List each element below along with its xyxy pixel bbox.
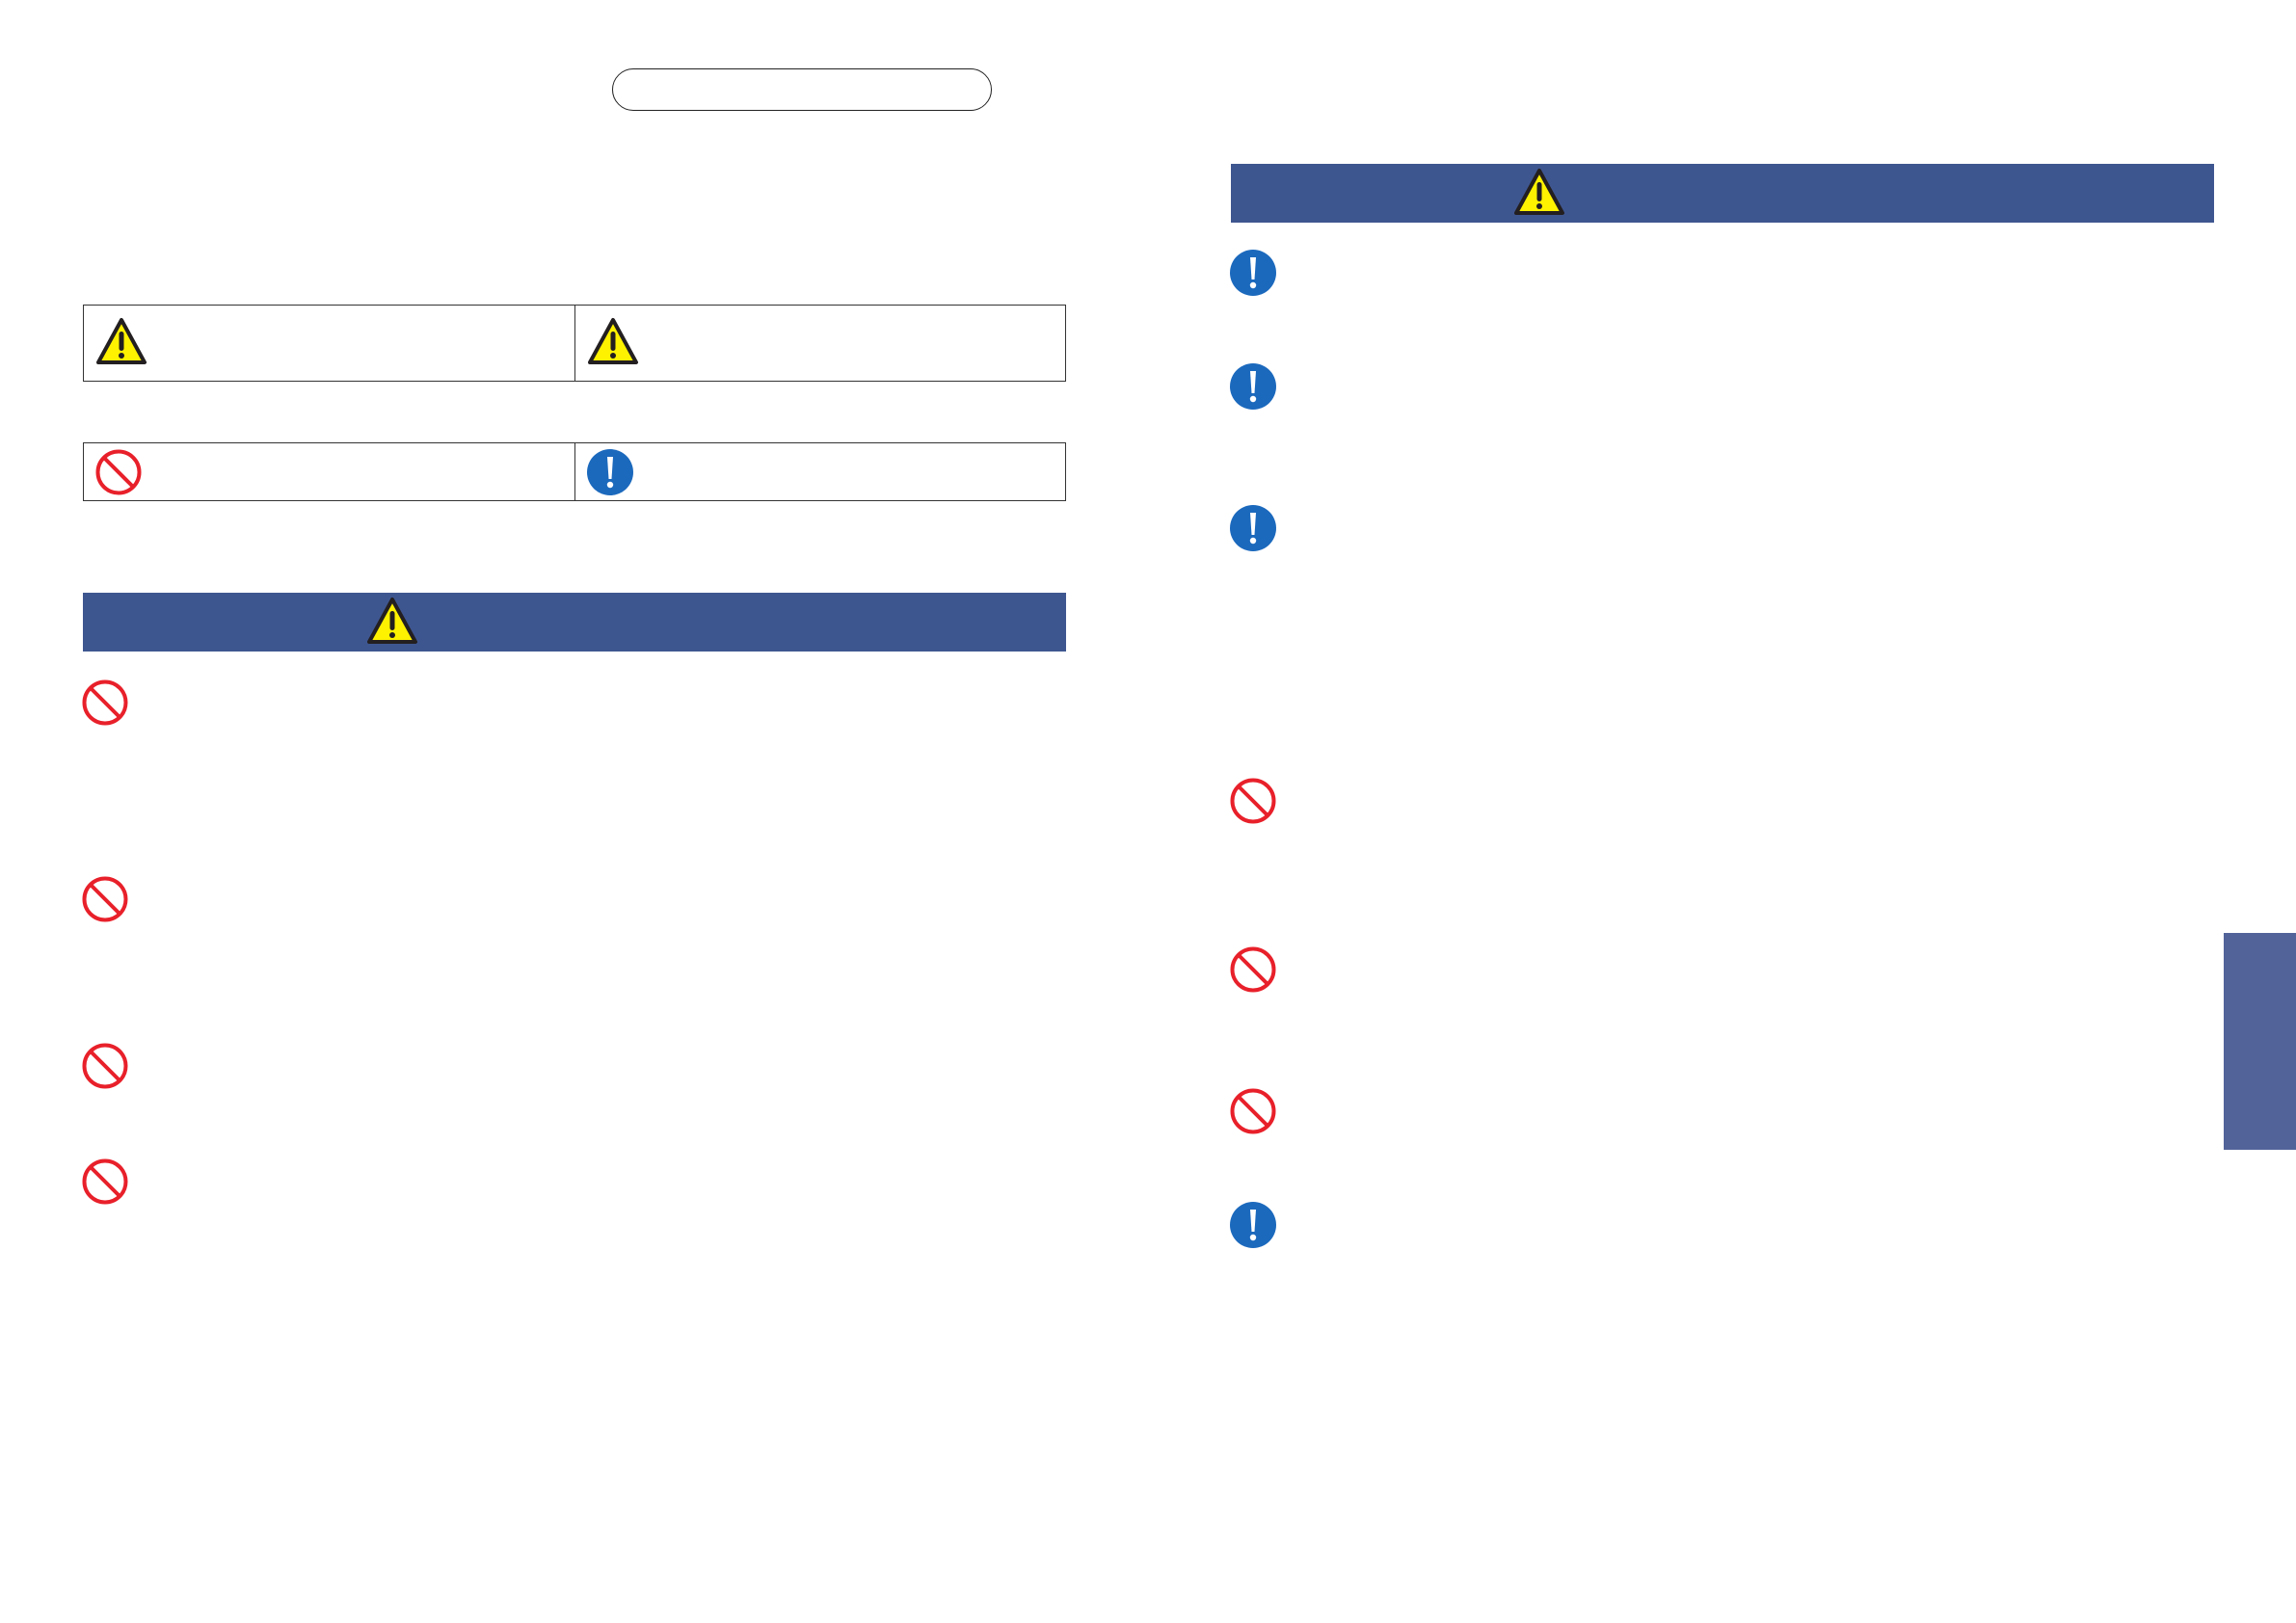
section-side-tab [2224,933,2296,1150]
mandatory-exclamation-icon [1229,249,1277,297]
prohibition-icon [81,678,129,727]
warning-banner-right [1231,164,2214,223]
mandatory-exclamation-icon [1229,1201,1277,1249]
legend-cell-warning [84,306,574,381]
signal-word-legend-table [83,305,1066,382]
legend-cell-caution [574,306,1066,381]
prohibition-icon [1229,945,1277,994]
mandatory-exclamation-icon [1229,362,1277,411]
page-heading-box [612,68,992,111]
warning-triangle-icon [94,316,148,366]
prohibition-icon [81,1042,129,1090]
prohibition-icon [94,448,143,496]
warning-banner-left [83,593,1066,652]
mandatory-exclamation-icon [1229,504,1277,552]
warning-triangle-icon [586,316,640,366]
legend-cell-mandatory [574,443,1066,500]
prohibition-icon [81,1157,129,1206]
prohibition-icon [1229,777,1277,825]
symbol-legend-table [83,442,1066,501]
warning-triangle-icon [365,596,419,646]
warning-triangle-icon [1512,167,1566,217]
mandatory-exclamation-icon [586,448,634,496]
prohibition-icon [1229,1087,1277,1135]
legend-cell-prohibit [84,443,574,500]
prohibition-icon [81,875,129,923]
